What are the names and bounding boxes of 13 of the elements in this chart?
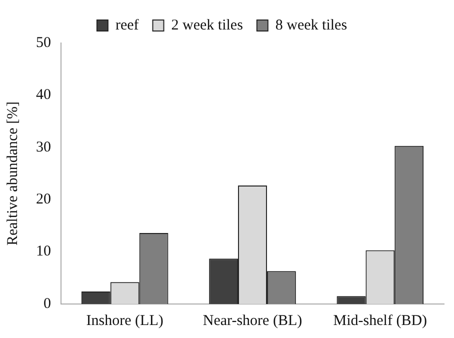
x-tick-label: Mid-shelf (BD) [333,312,428,329]
y-tick-label: 20 [36,192,51,208]
y-tick-label: 10 [36,244,51,260]
legend-label: 8 week tiles [275,17,348,34]
legend-label: reef [115,17,139,34]
y-axis-title: Realtive abundance [%] [4,101,21,246]
x-tick-label: Inshore (LL) [86,312,164,329]
legend-label: 2 week tiles [171,17,244,34]
y-tick-label: 40 [36,87,51,104]
y-tick-label: 50 [36,34,51,51]
x-tick-label: Near-shore (BL) [202,312,302,329]
y-tick-label: 0 [44,296,51,312]
y-tick-label: 30 [36,139,51,156]
